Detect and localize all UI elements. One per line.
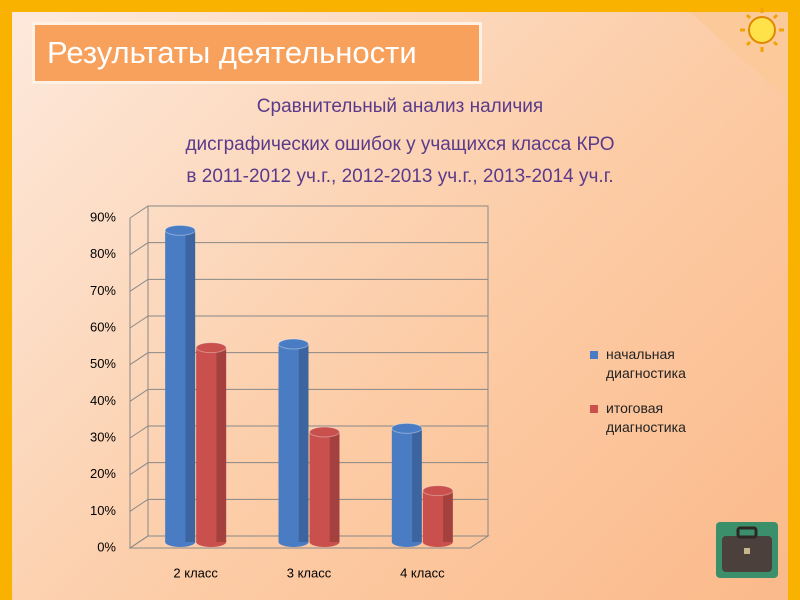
bar-shade: [185, 230, 196, 543]
briefcase-icon: [716, 522, 778, 578]
subtitle-line: дисграфических ошибок у учащихся класса …: [185, 134, 615, 155]
y-tick-label: 50%: [90, 356, 116, 371]
grid-line: [129, 388, 488, 402]
y-tick-label: 10%: [90, 503, 116, 518]
grid-line: [129, 352, 488, 366]
bar-base: [165, 537, 196, 547]
bar-top: [309, 426, 340, 438]
sun-rays: [740, 8, 784, 52]
subtitle-line: Сравнительный анализ наличия: [256, 96, 544, 117]
bar-body: [278, 344, 309, 542]
bar: [309, 426, 340, 547]
bar: [391, 422, 423, 547]
x-tick-label: 2 класс: [173, 565, 218, 580]
legend-item: итоговая диагностика: [590, 399, 726, 437]
grid-line: [129, 498, 488, 512]
sun-icon: [748, 16, 776, 44]
y-tick-label: 60%: [90, 319, 116, 334]
grid-line: [129, 278, 488, 292]
chart: 0% 10% 20% 30% 40% 50% 60% 70% 80% 90% 2 класс 3 кл…: [90, 205, 490, 580]
legend-swatch: [590, 351, 598, 359]
bar-shade: [298, 344, 309, 542]
slide-title: Результаты деятельности: [32, 22, 482, 84]
legend: начальная диагностика итоговая диагностик…: [590, 345, 726, 453]
bar-shade: [216, 347, 227, 542]
bar-base: [278, 537, 309, 547]
case-lock: [744, 548, 750, 554]
bar-top: [391, 422, 423, 434]
x-tick-label: 4 класс: [400, 565, 445, 580]
bar-body: [391, 428, 422, 542]
bar: [195, 342, 227, 547]
bar-top: [278, 338, 309, 350]
grid-line: [129, 425, 488, 439]
bar-base: [422, 537, 453, 547]
subtitle-line: в 2011-2012 уч.г., 2012-2013 уч.г., 2013…: [186, 166, 614, 187]
bar-top: [422, 485, 454, 497]
grid-line: [129, 535, 488, 549]
grid-line: [129, 462, 488, 476]
page-corner: [690, 8, 788, 100]
bar-body: [165, 230, 196, 543]
bar-base: [309, 537, 340, 547]
bar-top: [164, 224, 196, 236]
y-tick-label: 30%: [90, 429, 116, 444]
grid-line: [129, 315, 488, 329]
case-handle: [736, 526, 758, 539]
bar: [278, 338, 309, 547]
bar: [164, 224, 196, 547]
x-tick-label: 3 класс: [287, 565, 332, 580]
bar: [422, 485, 454, 547]
y-tick-label: 80%: [90, 246, 116, 261]
bar-top: [195, 342, 227, 354]
y-tick-label: 90%: [90, 209, 116, 224]
bar-shade: [443, 490, 453, 542]
bar-body: [196, 347, 227, 542]
legend-label: итоговая диагностика: [606, 400, 686, 435]
y-tick-label: 70%: [90, 283, 116, 298]
y-tick-label: 0%: [97, 539, 116, 554]
legend-swatch: [590, 405, 598, 413]
bar-body: [422, 490, 453, 542]
legend-item: начальная диагностика: [590, 345, 726, 383]
y-tick-label: 20%: [90, 466, 116, 481]
y-tick-label: 40%: [90, 393, 116, 408]
bar-body: [309, 432, 340, 542]
legend-label: начальная диагностика: [606, 346, 686, 381]
grid-line: [129, 205, 488, 219]
bar-shade: [412, 428, 422, 542]
bar-shade: [329, 432, 340, 542]
bar-base: [196, 537, 227, 547]
bar-base: [391, 537, 422, 547]
grid-line: [129, 242, 488, 256]
